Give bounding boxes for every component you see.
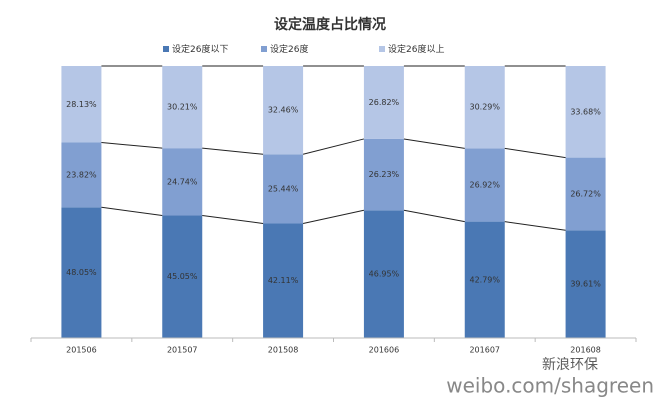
watermark-brand: 新浪环保 xyxy=(542,357,598,373)
legend-label: 设定26度以下 xyxy=(172,43,228,55)
data-label: 48.05% xyxy=(66,268,97,277)
bar-segment xyxy=(464,66,505,149)
data-label: 28.13% xyxy=(66,100,97,109)
x-tick-label: 201506 xyxy=(66,346,97,355)
legend-swatch xyxy=(163,46,169,52)
data-label: 30.29% xyxy=(469,103,500,112)
data-label: 42.11% xyxy=(268,276,299,285)
x-tick-label: 201507 xyxy=(167,346,198,355)
data-label: 46.95% xyxy=(369,270,400,279)
bar-segment xyxy=(464,221,505,338)
data-label: 45.05% xyxy=(167,272,198,281)
bar-segment xyxy=(565,230,606,338)
bar-segment xyxy=(565,66,606,158)
legend-swatch xyxy=(379,46,385,52)
bar-segment xyxy=(464,148,505,222)
series-line xyxy=(101,142,163,149)
bar-segment xyxy=(61,142,102,208)
series-line xyxy=(202,214,264,224)
watermark-url: weibo.com/shagreen xyxy=(446,374,654,398)
bar-segment xyxy=(363,66,404,139)
series-line xyxy=(101,206,163,216)
data-label: 42.79% xyxy=(469,275,500,284)
data-label: 26.23% xyxy=(369,170,400,179)
data-label: 26.82% xyxy=(369,98,400,107)
bar-segment xyxy=(162,215,203,338)
series-line xyxy=(302,138,365,155)
series-line xyxy=(403,209,465,223)
data-label: 30.21% xyxy=(167,103,198,112)
data-label: 24.74% xyxy=(167,177,198,186)
legend-label: 设定26度以上 xyxy=(388,43,444,55)
series-line xyxy=(302,209,365,224)
bar-segment xyxy=(263,66,304,155)
data-label: 26.72% xyxy=(570,189,601,198)
legend-swatch xyxy=(261,46,267,52)
data-label: 39.61% xyxy=(570,280,601,289)
bar-segment xyxy=(162,66,203,149)
plot: 48.05% 23.82% 28.13% 201506 45.05% 24.74% 30.2… xyxy=(30,65,637,355)
chart-title: 设定温度占比情况 xyxy=(274,16,386,33)
series-line xyxy=(403,138,465,149)
x-tick-label: 201607 xyxy=(469,346,500,355)
data-label: 25.44% xyxy=(268,184,299,193)
bar-segment xyxy=(61,66,102,143)
legend-label: 设定26度 xyxy=(270,43,308,55)
series-line xyxy=(202,147,264,155)
data-label: 26.92% xyxy=(469,181,500,190)
bar-segment xyxy=(162,148,203,216)
x-tick-label: 201608 xyxy=(570,346,601,355)
bar-segment xyxy=(565,157,606,231)
bar-segment xyxy=(61,207,102,338)
x-tick-label: 201508 xyxy=(268,346,299,355)
bar-segment xyxy=(263,223,304,338)
bar-segment xyxy=(363,210,404,338)
bar-segment xyxy=(363,138,404,211)
series-line xyxy=(504,147,566,159)
legend: 设定26度以下 设定26度 设定26度以上 xyxy=(163,43,444,55)
x-tick-label: 201606 xyxy=(369,346,400,355)
data-label: 33.68% xyxy=(570,107,601,116)
bar-segment xyxy=(263,154,304,224)
data-label: 23.82% xyxy=(66,170,97,179)
data-label: 32.46% xyxy=(268,106,299,115)
series-line xyxy=(504,221,566,231)
